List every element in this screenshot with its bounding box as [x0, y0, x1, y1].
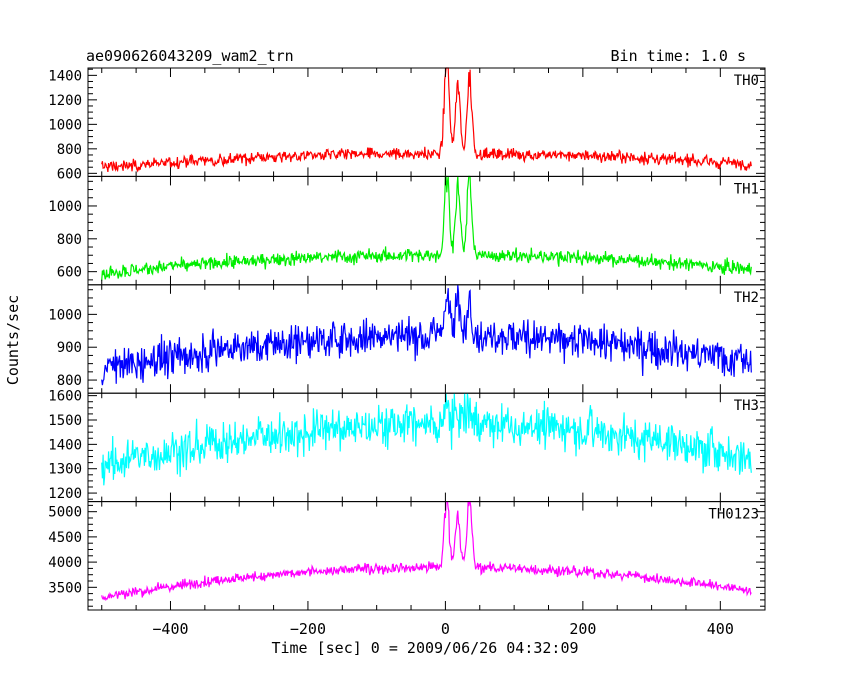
- series-line-th2: [101, 284, 752, 386]
- panel-frame: [87, 501, 766, 611]
- panel-th0123: TH0123 3500 4000 4500 5000: [48, 500, 766, 611]
- series-line-th0123: [101, 500, 752, 602]
- y-tick-label: 1200: [48, 93, 82, 109]
- y-tick-label: 1000: [48, 117, 82, 133]
- x-axis-label: Time [sec] 0 = 2009/06/26 04:32:09: [271, 639, 578, 657]
- panel-frame: [87, 284, 766, 394]
- x-tick-label: 0: [441, 620, 450, 638]
- panel-label: TH3: [734, 398, 759, 414]
- x-tick-label: 200: [569, 620, 596, 638]
- panel-th3: TH3 1200 1300 1400 1500 1600: [48, 389, 766, 503]
- series-line-th3: [101, 393, 752, 486]
- panel-th0: TH0 600 800 1000 1200 1400: [48, 67, 766, 182]
- panel-th1: TH1 600 800 1000: [48, 175, 766, 286]
- y-tick-label: 4500: [48, 530, 82, 546]
- y-tick-label: 900: [57, 340, 82, 356]
- panel-label: TH2: [734, 290, 759, 306]
- y-tick-label: 800: [57, 373, 82, 389]
- x-axis: −400 −200 0 200 400: [152, 620, 733, 638]
- y-axis-label: Counts/sec: [4, 295, 22, 385]
- bin-time-label: Bin time: 1.0 s: [611, 47, 746, 65]
- y-tick-label: 600: [57, 166, 82, 182]
- y-tick-label: 1000: [48, 307, 82, 323]
- y-tick-label: 1400: [48, 68, 82, 84]
- panel-label: TH0: [734, 73, 759, 89]
- chart-title: ae090626043209_wam2_trn: [86, 47, 294, 65]
- panel-label: TH0123: [708, 507, 759, 523]
- y-tick-label: 800: [57, 142, 82, 158]
- y-tick-label: 4000: [48, 555, 82, 571]
- y-tick-label: 1200: [48, 486, 82, 502]
- panel-label: TH1: [734, 181, 759, 197]
- y-tick-label: 1400: [48, 437, 82, 453]
- y-tick-label: 600: [57, 265, 82, 281]
- y-tick-label: 1000: [48, 199, 82, 215]
- y-tick-label: 3500: [48, 580, 82, 596]
- panel-th2: TH2 800 900 1000: [48, 284, 766, 394]
- x-tick-label: −200: [290, 620, 326, 638]
- y-tick-label: 1500: [48, 413, 82, 429]
- y-tick-label: 800: [57, 232, 82, 248]
- y-tick-label: 5000: [48, 505, 82, 521]
- panels-group: TH0 600 800 1000 1200 1400 TH1 600 800 1000 TH2 800…: [48, 67, 766, 611]
- series-line-th0: [101, 67, 752, 173]
- series-line-th1: [101, 175, 752, 281]
- x-tick-label: −400: [152, 620, 188, 638]
- panel-frame: [87, 175, 766, 286]
- y-tick-label: 1600: [48, 389, 82, 405]
- y-tick-label: 1300: [48, 462, 82, 478]
- x-tick-label: 400: [707, 620, 734, 638]
